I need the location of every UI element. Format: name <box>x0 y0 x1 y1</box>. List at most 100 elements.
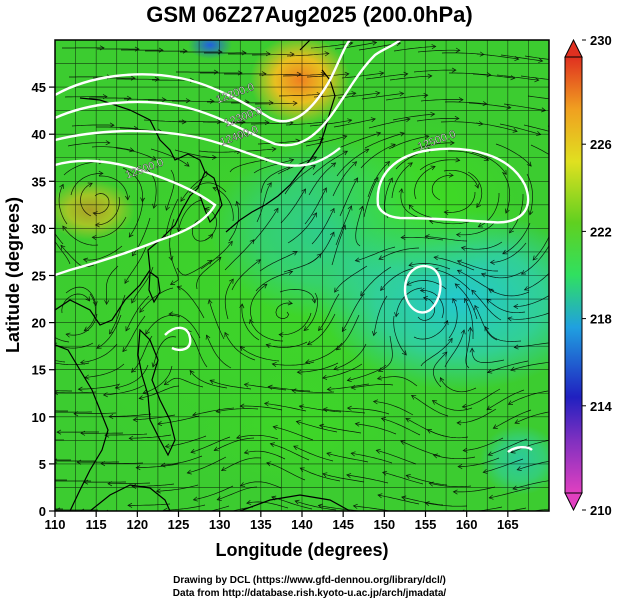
streamline <box>115 364 149 389</box>
streamline-arrow <box>399 131 405 137</box>
streamline-arrow <box>594 78 598 82</box>
streamline-arrow <box>154 76 160 82</box>
streamline <box>252 208 279 243</box>
streamline <box>95 196 120 226</box>
streamline <box>303 292 318 331</box>
streamline <box>378 247 420 260</box>
streamline <box>384 177 393 219</box>
streamline <box>429 482 472 488</box>
streamline-arrow <box>139 307 145 313</box>
x-tick-label: 155 <box>415 517 437 532</box>
streamline-arrow <box>85 296 91 302</box>
streamline <box>109 294 126 335</box>
streamline-arrow <box>484 325 490 332</box>
streamline-arrow <box>138 395 144 401</box>
streamline <box>454 283 478 320</box>
streamline-arrow <box>266 461 272 467</box>
streamline-arrow <box>189 369 195 376</box>
streamline-arrow <box>448 172 454 178</box>
streamline-arrow <box>449 140 455 146</box>
streamline <box>355 423 397 435</box>
streamline-arrow <box>456 420 462 426</box>
streamline <box>80 182 93 217</box>
streamline <box>483 458 524 473</box>
streamline-arrow <box>485 513 489 517</box>
streamline <box>178 120 222 123</box>
streamline-arrow <box>79 508 85 511</box>
x-tick-label: 165 <box>497 517 519 532</box>
streamline-arrow <box>249 239 255 245</box>
streamline-arrow <box>401 350 407 356</box>
streamline <box>124 98 166 101</box>
streamline <box>264 403 307 412</box>
streamline <box>465 327 471 369</box>
streamline-arrow <box>589 159 594 163</box>
streamline <box>266 462 306 481</box>
streamline <box>526 173 533 215</box>
streamline <box>165 198 179 239</box>
streamline-arrow <box>134 46 140 52</box>
streamline <box>178 199 203 232</box>
streamline-arrow <box>291 388 297 394</box>
streamline <box>412 142 455 151</box>
streamline <box>551 175 557 216</box>
streamline <box>326 452 369 463</box>
streamline-arrow <box>130 75 136 81</box>
coast-borneo <box>89 484 171 511</box>
streamline-arrow <box>492 424 498 429</box>
streamline-arrow <box>422 295 429 301</box>
streamline <box>463 437 504 451</box>
streamline <box>307 232 335 265</box>
streamline-arrow <box>456 269 463 275</box>
x-tick-label: 115 <box>86 517 107 532</box>
streamline <box>474 305 498 341</box>
streamline-arrow <box>488 288 494 294</box>
streamline-arrow <box>79 359 86 365</box>
streamline <box>413 320 448 340</box>
streamline-arrow <box>419 287 425 293</box>
streamline-arrow <box>347 205 353 211</box>
streamline-arrow <box>585 131 589 135</box>
streamline <box>510 361 549 371</box>
streamline <box>550 195 559 236</box>
streamline-arrow <box>62 225 68 231</box>
streamline <box>214 437 255 451</box>
streamline-arrow <box>287 270 294 275</box>
contour-12500-west <box>55 159 217 277</box>
streamline-arrow <box>512 127 518 133</box>
streamline-arrow <box>312 212 317 218</box>
streamline-arrow <box>109 329 114 335</box>
streamline-arrow <box>303 326 309 331</box>
streamline <box>109 413 152 417</box>
streamline-arrow <box>375 90 381 96</box>
streamline-arrow <box>405 117 411 123</box>
streamline <box>270 443 310 461</box>
streamline-arrow <box>318 325 323 332</box>
contour-12400 <box>55 129 341 167</box>
x-tick-label: 130 <box>209 517 231 532</box>
streamline <box>252 53 295 56</box>
streamline-arrow <box>229 278 234 284</box>
streamline <box>255 102 298 105</box>
streamline-arrow <box>399 91 405 97</box>
streamline <box>400 440 441 457</box>
streamline <box>163 504 206 511</box>
streamline <box>417 49 460 53</box>
streamline <box>334 42 377 50</box>
streamline <box>91 146 134 152</box>
streamline-arrow <box>439 377 445 383</box>
footer-drawing-credit: Drawing by DCL (https://www.gfd-dennou.o… <box>173 575 446 586</box>
streamline <box>493 409 532 429</box>
streamline-arrow <box>364 148 370 154</box>
streamline <box>420 338 453 367</box>
streamline-arrow <box>455 232 461 238</box>
streamline-arrow <box>216 496 222 501</box>
streamline-arrow <box>22 438 26 442</box>
streamline-arrow <box>352 503 358 509</box>
contour-low-155 <box>403 264 442 314</box>
streamline-arrow <box>296 369 302 375</box>
streamline-arrow <box>59 183 64 189</box>
streamline-arrow <box>269 442 275 448</box>
y-axis-label: Latitude (degrees) <box>3 197 23 353</box>
streamline-arrow <box>304 359 311 365</box>
